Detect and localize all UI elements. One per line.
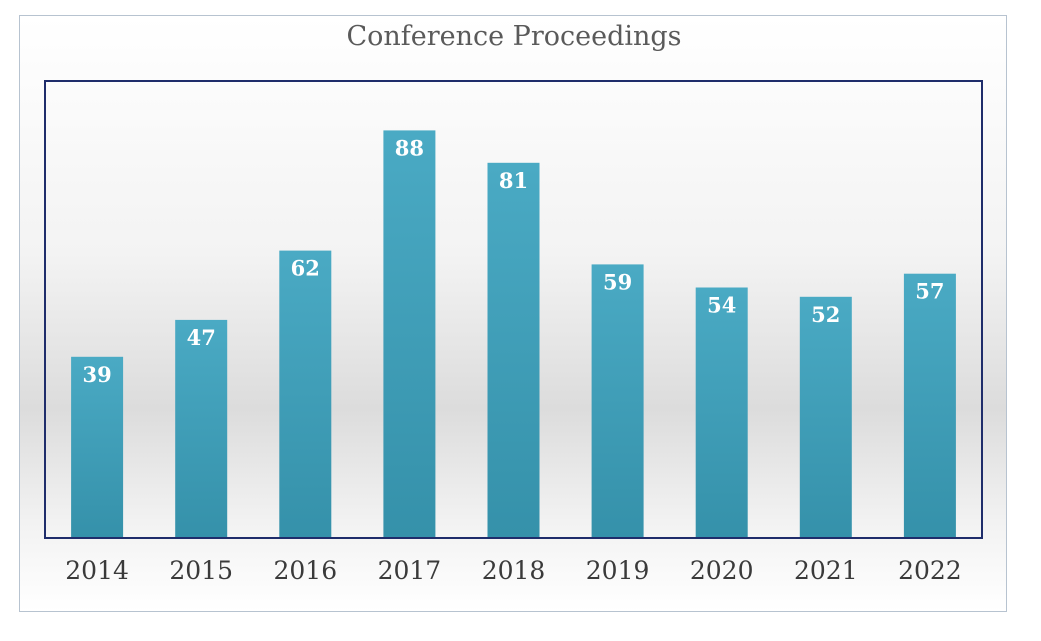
bar-2018 (487, 162, 540, 538)
data-label-2020: 54 (707, 293, 736, 318)
x-tick-label-2022: 2022 (898, 556, 962, 585)
x-tick-label-2017: 2017 (378, 556, 442, 585)
data-label-2019: 59 (603, 269, 632, 294)
data-label-2015: 47 (187, 325, 216, 350)
bar-2014 (71, 356, 124, 537)
data-label-2017: 88 (395, 135, 424, 160)
chart-title: Conference Proceedings (346, 21, 681, 52)
labels-layer: 39 47 62 88 81 59 54 52 57 (82, 135, 944, 386)
x-tick-label-2019: 2019 (586, 556, 650, 585)
data-label-2016: 62 (291, 256, 320, 281)
x-axis-tick-labels: 2014 2015 2016 2017 2018 2019 2020 2021 2022 (65, 556, 961, 585)
data-label-2018: 81 (499, 168, 528, 193)
x-tick-label-2015: 2015 (169, 556, 233, 585)
data-label-2021: 52 (811, 302, 840, 327)
x-tick-label-2016: 2016 (273, 556, 337, 585)
data-label-2022: 57 (915, 279, 944, 304)
data-label-2014: 39 (82, 362, 111, 387)
bar-2019 (591, 264, 644, 537)
bars-layer (71, 130, 956, 538)
bar-2017 (383, 130, 436, 537)
bar-2020 (695, 287, 748, 537)
x-tick-label-2018: 2018 (482, 556, 546, 585)
bar-2022 (903, 273, 956, 537)
x-tick-label-2020: 2020 (690, 556, 754, 585)
x-tick-label-2021: 2021 (794, 556, 858, 585)
bar-2016 (279, 250, 332, 537)
bar-2015 (175, 319, 228, 537)
bar-2021 (799, 296, 852, 537)
x-tick-label-2014: 2014 (65, 556, 129, 585)
plot-area-border (44, 80, 983, 539)
